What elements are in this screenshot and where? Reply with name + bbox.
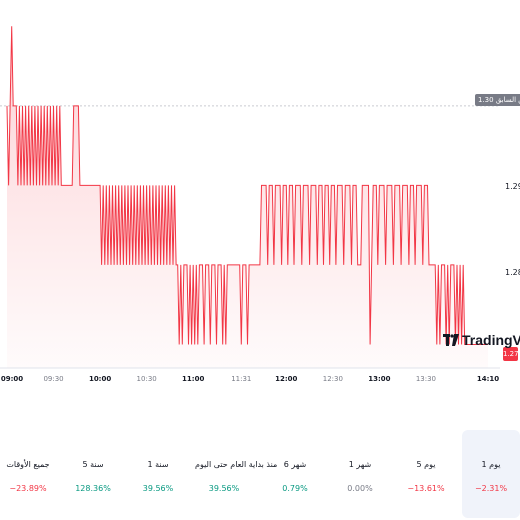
x-tick-label: 09:30 xyxy=(43,375,64,383)
period-tab[interactable]: 1 يوم −2.31% xyxy=(462,430,520,518)
period-change-value: −23.89% xyxy=(9,484,47,493)
y-tick-label: 1.28 xyxy=(505,268,520,277)
price-chart[interactable]: الإغلاق السابق 1.30 1.29 1.28 1.27 Tradi… xyxy=(0,0,520,390)
period-change-value: 128.36% xyxy=(75,484,111,493)
period-label: منذ بداية العام حتى اليوم xyxy=(195,460,278,469)
x-tick-label: 13:30 xyxy=(415,375,437,383)
period-selector: جميع الأوقات −23.89% 5 سنة 128.36% 1 سنة 39.5… xyxy=(0,430,520,520)
period-label: 5 يوم xyxy=(416,460,436,469)
previous-close-label: الإغلاق السابق xyxy=(495,96,520,104)
x-tick-label: 14:10 xyxy=(476,375,500,383)
period-label: 6 شهر xyxy=(283,460,307,469)
x-tick-label: 10:30 xyxy=(136,375,157,383)
previous-close-value: 1.30 xyxy=(478,96,494,104)
x-tick-label: 12:30 xyxy=(322,375,343,383)
period-change-value: 0.79% xyxy=(282,484,308,493)
price-chart-svg[interactable] xyxy=(0,0,520,390)
x-tick-label: 12:00 xyxy=(275,375,298,383)
period-label: 1 شهر xyxy=(348,460,372,469)
x-tick-label: 11:31 xyxy=(231,375,252,383)
period-change-value: −13.61% xyxy=(407,484,445,493)
period-change-value: 0.00% xyxy=(347,484,373,493)
previous-close-badge: الإغلاق السابق 1.30 xyxy=(475,94,520,106)
period-label: 1 يوم xyxy=(481,460,501,469)
period-tab[interactable]: 5 سنة 128.36% xyxy=(64,430,122,518)
period-label: جميع الأوقات xyxy=(6,460,50,469)
tradingview-logo-icon xyxy=(443,334,459,346)
period-tab[interactable]: 1 شهر 0.00% xyxy=(331,430,389,518)
period-tab[interactable]: 6 شهر 0.79% xyxy=(266,430,324,518)
period-tab[interactable]: 5 يوم −13.61% xyxy=(397,430,455,518)
period-tab[interactable]: جميع الأوقات −23.89% xyxy=(0,430,57,518)
period-change-value: −2.31% xyxy=(474,484,508,493)
tradingview-logo: TradingView xyxy=(443,330,520,350)
last-price-badge: 1.27 xyxy=(503,347,519,361)
price-line xyxy=(6,26,488,345)
price-area-fill xyxy=(7,26,488,369)
period-label: 1 سنة xyxy=(147,460,169,469)
period-label: 5 سنة xyxy=(82,460,104,469)
x-tick-label: 11:00 xyxy=(182,375,205,383)
x-tick-label: 09:00 xyxy=(0,375,24,383)
period-change-value: 39.56% xyxy=(142,484,174,493)
x-tick-label: 10:00 xyxy=(88,375,112,383)
y-tick-label: 1.29 xyxy=(505,182,520,191)
period-tab[interactable]: 1 سنة 39.56% xyxy=(129,430,187,518)
period-tab[interactable]: منذ بداية العام حتى اليوم 39.56% xyxy=(195,430,278,518)
period-change-value: 39.56% xyxy=(208,484,240,493)
x-tick-label: 13:00 xyxy=(368,375,391,383)
tradingview-wordmark: TradingView xyxy=(462,332,520,348)
